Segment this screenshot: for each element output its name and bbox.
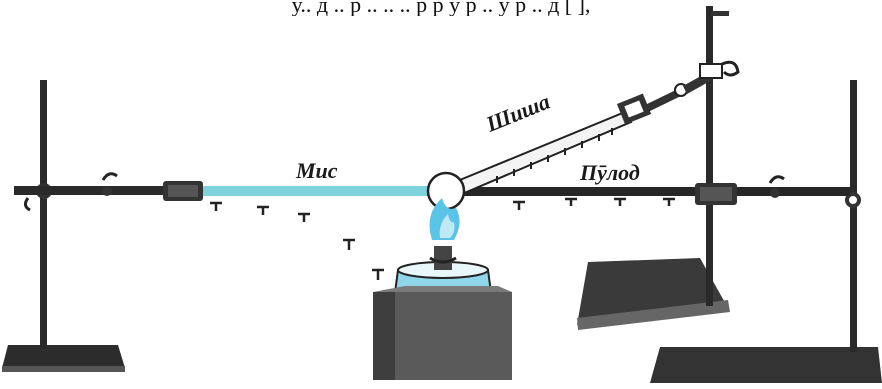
caption-fragment: у.. д .. р .. .. .. р р у р .. у р .. д …	[291, 0, 591, 16]
label-copper: Мис	[295, 158, 338, 183]
left-stand-base	[2, 345, 125, 368]
label-steel: Пӯлод	[579, 160, 640, 185]
right-stand-front	[650, 80, 882, 383]
right-stand-back	[577, 6, 730, 330]
left-stand	[2, 80, 125, 372]
left-coupling	[163, 181, 203, 201]
left-horizontal-bar	[14, 172, 166, 196]
burner-flame	[429, 198, 460, 240]
glass-clamp	[616, 60, 740, 125]
wax-pegs-steel	[513, 197, 675, 210]
copper-rod	[203, 186, 435, 196]
label-glass: Шиша	[482, 89, 554, 137]
right-front-base	[650, 347, 882, 383]
rod-junction	[426, 171, 466, 211]
right-coupling	[695, 175, 785, 205]
steel-rod	[460, 187, 850, 196]
wax-pegs-copper	[210, 201, 384, 280]
right-front-rod	[850, 80, 857, 352]
left-stand-rod	[40, 80, 47, 348]
right-back-rod	[706, 6, 713, 306]
lamp-box	[373, 286, 512, 380]
